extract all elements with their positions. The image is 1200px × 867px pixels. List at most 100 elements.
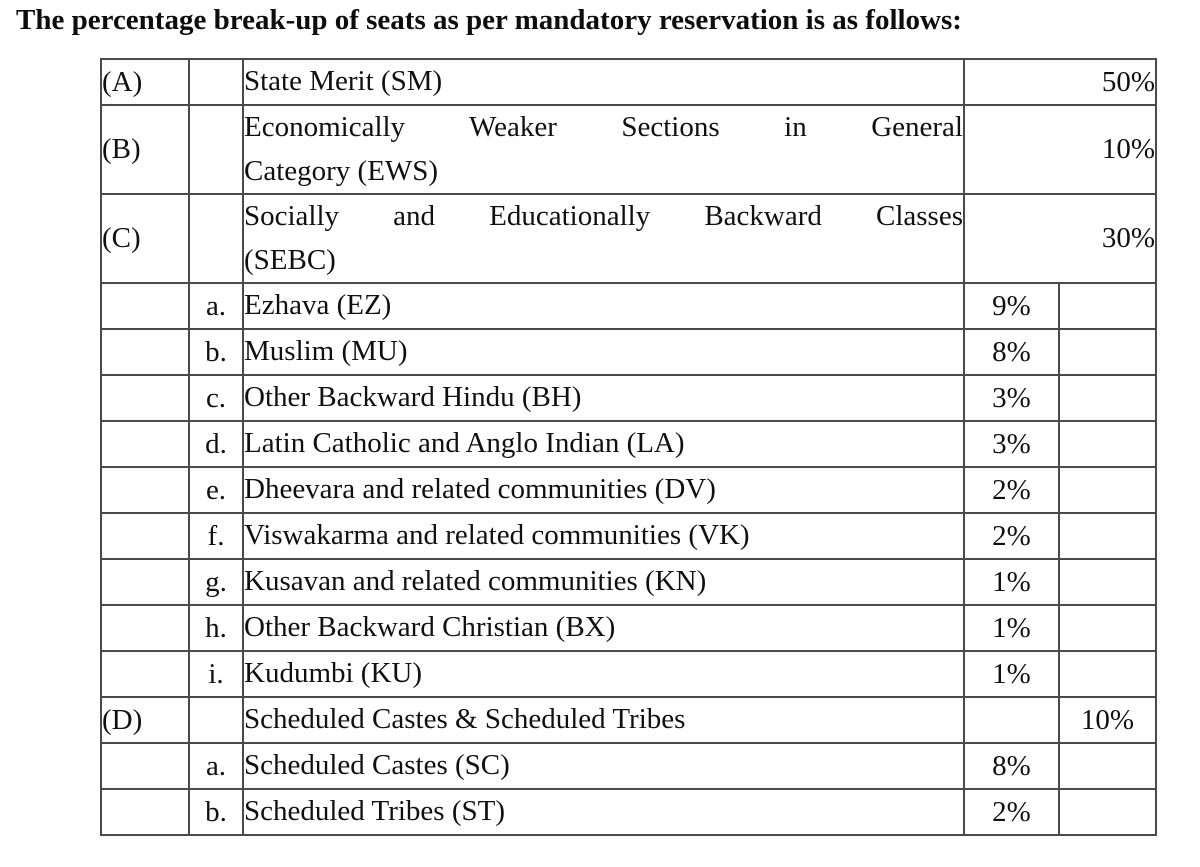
- description-cell: Muslim (MU): [242, 328, 965, 376]
- category-label-cell: [100, 788, 190, 836]
- sub-percentage-cell: 1%: [963, 604, 1060, 652]
- sub-letter-cell: d.: [188, 420, 244, 468]
- sub-letter-cell: e.: [188, 466, 244, 514]
- table-row: e. Dheevara and related communities (DV) 2…: [100, 466, 1158, 514]
- description-cell: Ezhava (EZ): [242, 282, 965, 330]
- description-cell: Scheduled Castes (SC): [242, 742, 965, 790]
- sub-letter-cell: i.: [188, 650, 244, 698]
- main-percentage-cell: [1057, 512, 1158, 560]
- sub-letter-cell: a.: [188, 742, 244, 790]
- sub-percentage-cell: 1%: [963, 650, 1060, 698]
- table-row: (C) Socially and Educationally Backward C…: [100, 193, 1158, 284]
- page-title: The percentage break-up of seats as per …: [16, 4, 962, 36]
- description-line: (SEBC): [244, 243, 336, 276]
- sub-letter-cell: [188, 696, 244, 744]
- main-percentage-cell: [1057, 282, 1158, 330]
- description-cell: Other Backward Hindu (BH): [242, 374, 965, 422]
- main-percentage-cell: [1057, 466, 1158, 514]
- sub-letter-cell: [188, 104, 244, 195]
- description-line: Latin Catholic and Anglo Indian (LA): [244, 427, 685, 460]
- merged-percentage-cell: 30%: [962, 193, 1158, 284]
- description-line: Economically Weaker Sections in General: [244, 111, 963, 143]
- main-percentage-cell: [1057, 742, 1158, 790]
- description-line: State Merit (SM): [244, 65, 443, 98]
- description-line: Ezhava (EZ): [244, 289, 392, 322]
- sub-percentage-cell: 8%: [963, 328, 1060, 376]
- description-cell: Latin Catholic and Anglo Indian (LA): [242, 420, 965, 468]
- category-label-cell: [100, 604, 190, 652]
- table-row: d. Latin Catholic and Anglo Indian (LA) 3%: [100, 420, 1158, 468]
- table-row: a. Ezhava (EZ) 9%: [100, 282, 1158, 330]
- sub-percentage-cell: 2%: [963, 512, 1060, 560]
- description-cell: Kudumbi (KU): [242, 650, 965, 698]
- table-row: (A) State Merit (SM) 50%: [100, 58, 1158, 106]
- category-label-cell: (C): [100, 193, 190, 284]
- sub-percentage-cell: 9%: [963, 282, 1060, 330]
- description-cell: Dheevara and related communities (DV): [242, 466, 965, 514]
- main-percentage-cell: 10%: [1057, 696, 1158, 744]
- main-percentage-cell: [1057, 558, 1158, 606]
- table-row: f. Viswakarma and related communities (VK…: [100, 512, 1158, 560]
- main-percentage-cell: [1057, 604, 1158, 652]
- description-cell: Viswakarma and related communities (VK): [242, 512, 965, 560]
- table-row: i. Kudumbi (KU) 1%: [100, 650, 1158, 698]
- sub-percentage-cell: 2%: [963, 788, 1060, 836]
- description-line: Kusavan and related communities (KN): [244, 565, 707, 598]
- main-percentage-cell: [1057, 328, 1158, 376]
- description-line: Scheduled Castes & Scheduled Tribes: [244, 703, 686, 736]
- description-line: Category (EWS): [244, 154, 439, 187]
- category-label-cell: [100, 558, 190, 606]
- description-line: Muslim (MU): [244, 335, 408, 368]
- category-label-cell: (D): [100, 696, 190, 744]
- sub-letter-cell: [188, 193, 244, 284]
- main-percentage-cell: [1057, 650, 1158, 698]
- sub-percentage-cell: 2%: [963, 466, 1060, 514]
- table-row: b. Muslim (MU) 8%: [100, 328, 1158, 376]
- sub-percentage-cell: 1%: [963, 558, 1060, 606]
- description-line: Scheduled Castes (SC): [244, 749, 510, 782]
- description-line: Socially and Educationally Backward Clas…: [244, 200, 963, 232]
- sub-letter-cell: f.: [188, 512, 244, 560]
- table-row: c. Other Backward Hindu (BH) 3%: [100, 374, 1158, 422]
- sub-letter-cell: b.: [188, 328, 244, 376]
- category-label-cell: [100, 374, 190, 422]
- table-row: a. Scheduled Castes (SC) 8%: [100, 742, 1158, 790]
- table-row: (D) Scheduled Castes & Scheduled Tribes 10…: [100, 696, 1158, 744]
- description-cell: Other Backward Christian (BX): [242, 604, 965, 652]
- description-cell: Socially and Educationally Backward Clas…: [242, 193, 965, 284]
- main-percentage-cell: [1057, 420, 1158, 468]
- description-line: Viswakarma and related communities (VK): [244, 519, 750, 552]
- sub-letter-cell: [188, 58, 244, 106]
- table-row: h. Other Backward Christian (BX) 1%: [100, 604, 1158, 652]
- sub-percentage-cell: 3%: [963, 374, 1060, 422]
- category-label-cell: [100, 420, 190, 468]
- sub-percentage-cell: [963, 696, 1060, 744]
- description-line: Scheduled Tribes (ST): [244, 795, 505, 828]
- description-line: Other Backward Christian (BX): [244, 611, 616, 644]
- table-row: g. Kusavan and related communities (KN) 1%: [100, 558, 1158, 606]
- sub-letter-cell: g.: [188, 558, 244, 606]
- description-cell: Kusavan and related communities (KN): [242, 558, 965, 606]
- reservation-table: (A) State Merit (SM) 50% (B) Economically We…: [100, 58, 1158, 836]
- merged-percentage-cell: 10%: [962, 104, 1158, 195]
- category-label-cell: (A): [100, 58, 190, 106]
- category-label-cell: [100, 742, 190, 790]
- description-line: Kudumbi (KU): [244, 657, 423, 690]
- table-row: b. Scheduled Tribes (ST) 2%: [100, 788, 1158, 836]
- main-percentage-cell: [1057, 788, 1158, 836]
- sub-percentage-cell: 3%: [963, 420, 1060, 468]
- description-line: Dheevara and related communities (DV): [244, 473, 716, 506]
- category-label-cell: [100, 328, 190, 376]
- sub-percentage-cell: 8%: [963, 742, 1060, 790]
- sub-letter-cell: b.: [188, 788, 244, 836]
- table-row: (B) Economically Weaker Sections in Gener…: [100, 104, 1158, 195]
- reservation-table-body: (A) State Merit (SM) 50% (B) Economically We…: [100, 58, 1158, 836]
- category-label-cell: [100, 466, 190, 514]
- sub-letter-cell: c.: [188, 374, 244, 422]
- merged-percentage-cell: 50%: [962, 58, 1158, 106]
- description-cell: State Merit (SM): [242, 58, 965, 106]
- description-line: Other Backward Hindu (BH): [244, 381, 582, 414]
- sub-letter-cell: a.: [188, 282, 244, 330]
- sub-letter-cell: h.: [188, 604, 244, 652]
